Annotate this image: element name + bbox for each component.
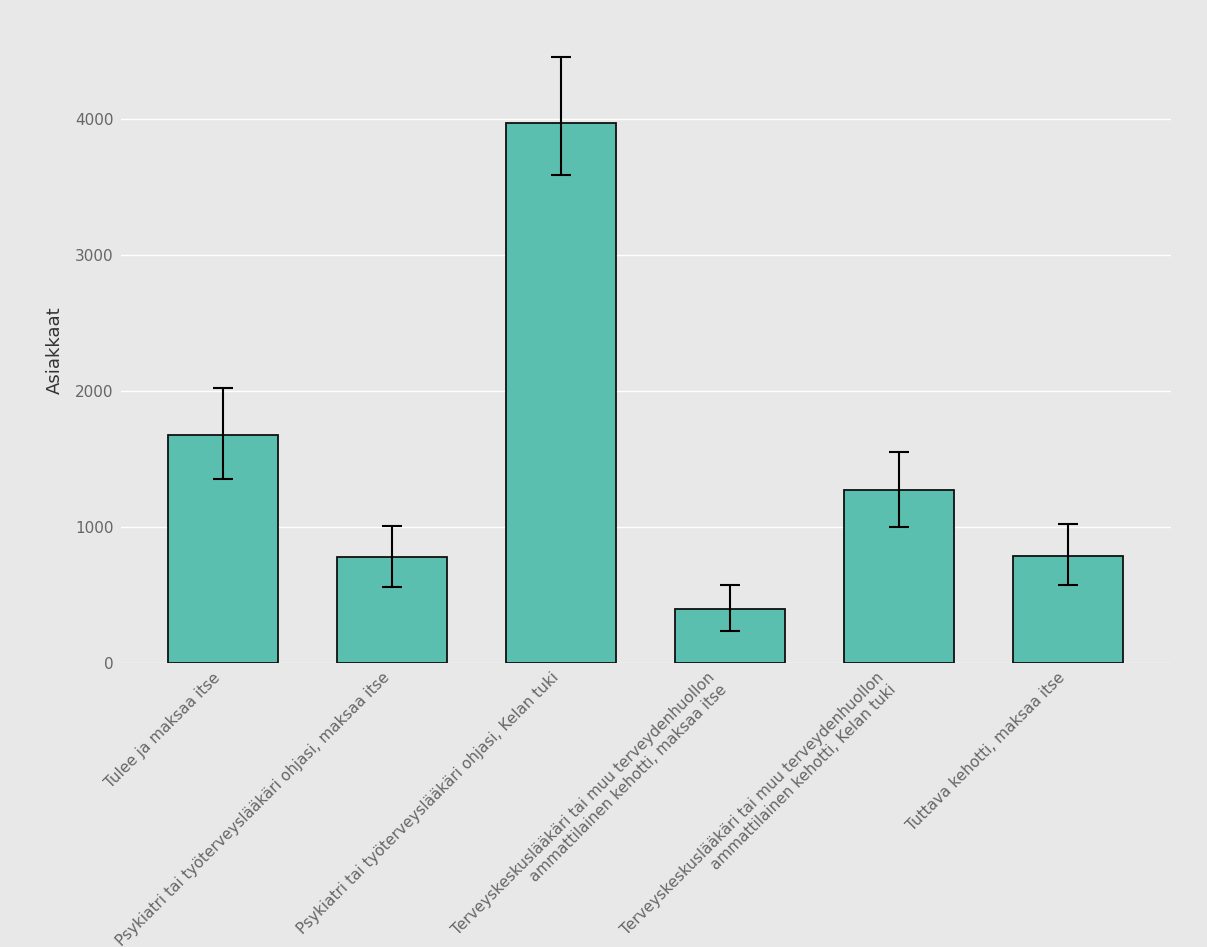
Bar	[1013, 556, 1123, 663]
Bar	[675, 609, 785, 663]
Bar	[507, 123, 617, 663]
Bar	[338, 557, 448, 663]
Y-axis label: Asiakkaat: Asiakkaat	[46, 307, 64, 394]
Bar	[169, 435, 279, 663]
Bar	[844, 491, 954, 663]
